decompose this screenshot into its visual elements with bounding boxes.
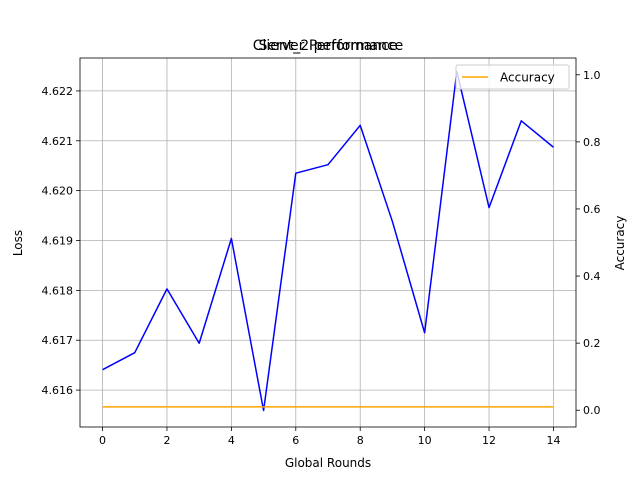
right-tick-label: 1.0 <box>583 69 601 82</box>
chart-title-server: Server Performance <box>258 38 397 54</box>
left-tick-label: 4.620 <box>42 185 74 198</box>
x-tick-label: 10 <box>418 434 432 447</box>
x-tick-label: 14 <box>546 434 560 447</box>
legend-label-accuracy: Accuracy <box>500 71 555 85</box>
legend: Accuracy <box>455 64 570 90</box>
x-tick-label: 6 <box>292 434 299 447</box>
left-tick-label: 4.618 <box>42 284 74 297</box>
right-axis-label: Accuracy <box>613 216 627 271</box>
x-tick-label: 8 <box>357 434 364 447</box>
right-tick-label: 0.2 <box>583 337 601 350</box>
x-axis-label: Global Rounds <box>285 456 371 470</box>
legend-box <box>455 64 570 90</box>
left-tick-label: 4.616 <box>42 384 74 397</box>
left-tick-label: 4.617 <box>42 334 74 347</box>
plot-frame <box>79 57 577 428</box>
chart-title-client: Client_2 performance <box>253 38 404 54</box>
left-tick-label: 4.622 <box>42 85 74 98</box>
x-tick-label: 2 <box>163 434 170 447</box>
right-tick-label: 0.4 <box>583 270 601 283</box>
right-tick-label: 0.6 <box>583 203 601 216</box>
left-axis-ticks: 4.616 4.617 4.618 4.619 4.620 4.621 4.622 <box>42 85 80 397</box>
x-tick-label: 4 <box>228 434 235 447</box>
right-tick-label: 0.8 <box>583 136 601 149</box>
right-axis-ticks: 0.0 0.2 0.4 0.6 0.8 1.0 <box>576 69 601 417</box>
series-layer <box>102 70 554 412</box>
grid <box>80 58 576 427</box>
x-tick-label: 0 <box>99 434 106 447</box>
series-line-loss <box>102 70 554 412</box>
left-tick-label: 4.621 <box>42 135 74 148</box>
x-axis-ticks: 0 2 4 6 8 10 12 14 <box>99 427 560 447</box>
left-tick-label: 4.619 <box>42 235 74 248</box>
x-tick-label: 12 <box>482 434 496 447</box>
left-axis-label: Loss <box>11 230 25 256</box>
plot-border <box>79 57 577 428</box>
right-tick-label: 0.0 <box>583 404 601 417</box>
